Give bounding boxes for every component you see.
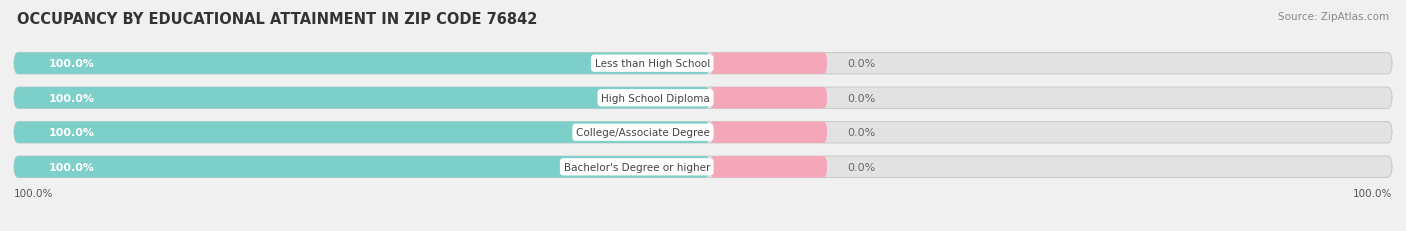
FancyBboxPatch shape [14,53,710,75]
FancyBboxPatch shape [710,53,827,75]
FancyBboxPatch shape [14,156,710,178]
Text: OCCUPANCY BY EDUCATIONAL ATTAINMENT IN ZIP CODE 76842: OCCUPANCY BY EDUCATIONAL ATTAINMENT IN Z… [17,12,537,27]
Text: 100.0%: 100.0% [48,59,94,69]
Text: Less than High School: Less than High School [595,59,710,69]
Text: 0.0%: 0.0% [848,93,876,103]
FancyBboxPatch shape [14,122,710,143]
FancyBboxPatch shape [710,156,827,178]
FancyBboxPatch shape [14,88,1392,109]
FancyBboxPatch shape [14,122,1392,143]
Text: 100.0%: 100.0% [48,93,94,103]
Text: Source: ZipAtlas.com: Source: ZipAtlas.com [1278,12,1389,21]
Text: 100.0%: 100.0% [1353,188,1392,198]
FancyBboxPatch shape [14,156,1392,178]
FancyBboxPatch shape [710,122,827,143]
Text: 0.0%: 0.0% [848,59,876,69]
Text: 0.0%: 0.0% [848,128,876,138]
FancyBboxPatch shape [14,88,710,109]
Text: High School Diploma: High School Diploma [602,93,710,103]
Text: Bachelor's Degree or higher: Bachelor's Degree or higher [564,162,710,172]
Text: 0.0%: 0.0% [848,162,876,172]
Text: 100.0%: 100.0% [48,162,94,172]
Text: 100.0%: 100.0% [14,188,53,198]
Text: 100.0%: 100.0% [48,128,94,138]
Text: College/Associate Degree: College/Associate Degree [576,128,710,138]
FancyBboxPatch shape [710,88,827,109]
FancyBboxPatch shape [14,53,1392,75]
